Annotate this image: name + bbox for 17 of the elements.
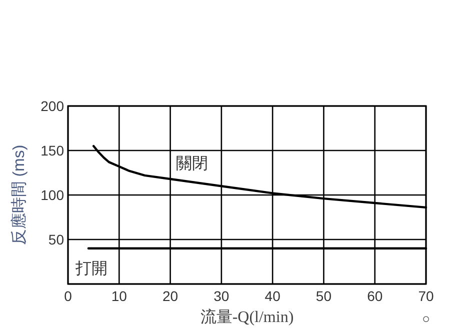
series-label: 打開 <box>74 260 108 278</box>
x-tick-label: 60 <box>367 288 383 304</box>
text: ○ <box>422 311 430 326</box>
x-tick-label: 70 <box>418 288 434 304</box>
x-axis-title: 流量-Q(l/min) <box>200 308 294 326</box>
x-tick-label: 0 <box>64 288 72 304</box>
y-tick-label: 100 <box>40 187 64 203</box>
x-tick-label: 40 <box>264 288 281 304</box>
y-axis-title: 反應時間 (ms) <box>10 144 28 246</box>
series-label: 關閉 <box>176 156 208 173</box>
x-tick-label: 30 <box>214 288 230 304</box>
x-tick-label: 20 <box>162 288 178 304</box>
x-tick-label: 10 <box>111 288 128 304</box>
y-tick-label: 200 <box>40 98 64 114</box>
x-tick-label: 50 <box>316 288 332 304</box>
y-tick-label: 150 <box>40 142 64 158</box>
y-tick-label: 50 <box>48 232 64 248</box>
